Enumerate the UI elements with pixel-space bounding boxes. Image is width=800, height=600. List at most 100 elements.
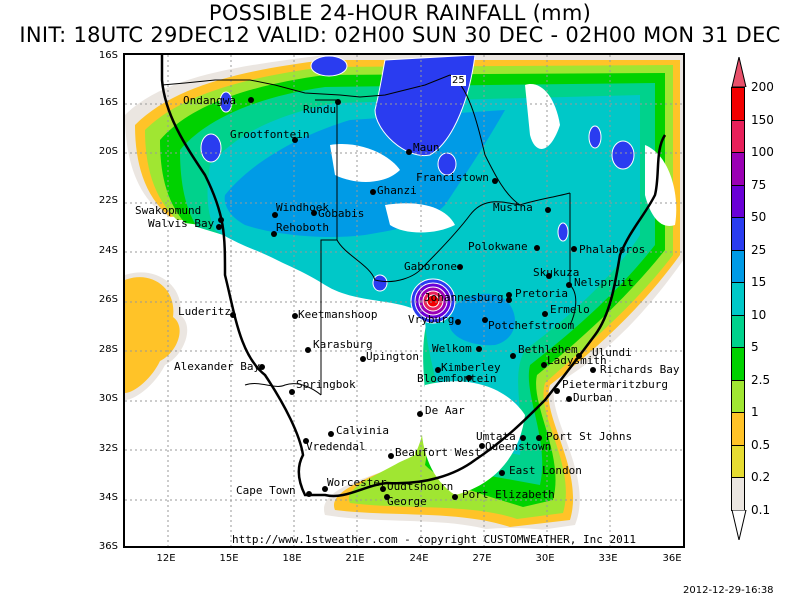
city-label: Ulundi <box>592 346 632 359</box>
city-label: Oudtshoorn <box>387 480 454 493</box>
city-marker-icon <box>546 273 552 279</box>
legend-swatch <box>731 152 745 186</box>
y-axis-label: 34S <box>98 492 118 503</box>
city-label: Ermelo <box>550 303 590 316</box>
legend-swatch <box>731 444 745 478</box>
city-marker-icon <box>452 494 458 500</box>
city-marker-icon <box>499 470 505 476</box>
city-marker-icon <box>303 438 309 444</box>
legend-swatch <box>731 217 745 251</box>
city-label: Port Elizabeth <box>462 488 555 501</box>
city-label: Bethlehem <box>518 343 578 356</box>
city-label: Queenstown <box>485 440 552 453</box>
city-marker-icon <box>380 486 386 492</box>
coastline <box>160 55 667 498</box>
city-label: East London <box>509 464 582 477</box>
legend-swatch <box>731 119 745 153</box>
city-marker-icon <box>216 224 222 230</box>
city-marker-icon <box>292 137 298 143</box>
city-marker-icon <box>476 346 482 352</box>
city-label: Grootfontein <box>230 128 310 141</box>
legend-swatch <box>731 249 745 283</box>
y-axis-label: 26S <box>98 294 118 305</box>
city-label: Vredendal <box>306 440 366 453</box>
legend-swatch <box>731 347 745 381</box>
legend-label: 2.5 <box>751 372 771 387</box>
city-label: Ghanzi <box>377 184 417 197</box>
y-axis-label: 16S <box>98 97 118 108</box>
chart-title: POSSIBLE 24-HOUR RAINFALL (mm) <box>208 1 592 25</box>
city-marker-icon <box>248 97 254 103</box>
city-label: Bloemfontein <box>417 372 497 385</box>
legend-swatch <box>731 314 745 348</box>
city-marker-icon <box>218 217 224 223</box>
city-marker-icon <box>322 486 328 492</box>
legend-label: 100 <box>751 145 774 159</box>
city-marker-icon <box>406 149 412 155</box>
city-marker-icon <box>230 312 236 318</box>
city-marker-icon <box>271 231 277 237</box>
legend-min-arrow-icon <box>731 510 747 540</box>
city-label: Karasburg <box>313 338 373 351</box>
city-label: Rundu <box>303 103 337 116</box>
legend-max-arrow-icon <box>731 57 747 87</box>
city-label: Pietermaritzburg <box>562 378 668 391</box>
x-axis-label: 33E <box>598 553 618 564</box>
legend-label: 75 <box>751 177 767 192</box>
city-label: Polokwane <box>468 240 528 253</box>
city-marker-icon <box>435 367 441 373</box>
city-label: Durban <box>573 391 613 404</box>
city-marker-icon <box>457 264 463 270</box>
legend-swatch <box>731 184 745 218</box>
city-label: Luderitz <box>178 305 231 318</box>
y-axis-label: 36S <box>98 541 118 552</box>
city-label: Keetmanshoop <box>298 308 378 321</box>
legend-label: 0.2 <box>751 470 771 484</box>
city-label: Potchefstroom <box>488 319 575 332</box>
legend-label: 0.5 <box>751 437 771 452</box>
city-marker-icon <box>566 282 572 288</box>
city-marker-icon <box>554 388 560 394</box>
city-label: Phalaboros <box>579 243 646 256</box>
y-axis-label: 28S <box>98 344 118 355</box>
city-label: Skukuza <box>533 266 580 279</box>
city-label: Maun <box>413 141 440 154</box>
city-label: Gaborone <box>404 260 457 273</box>
city-label: Alexander Bay <box>174 360 261 373</box>
legend-label: 150 <box>751 112 774 127</box>
x-axis-label: 21E <box>345 553 365 564</box>
legend-label: 15 <box>751 275 767 289</box>
y-axis-label: 32S <box>98 443 118 454</box>
city-label: Kimberley <box>441 361 501 374</box>
city-label: Port St Johns <box>546 430 633 443</box>
x-axis-label: 24E <box>409 553 429 564</box>
legend-label: 10 <box>751 307 767 322</box>
city-marker-icon <box>289 389 295 395</box>
city-label: Welkom <box>432 342 472 355</box>
city-label: De Aar <box>425 404 465 417</box>
x-axis-label: 18E <box>282 553 302 564</box>
city-label: Umtata <box>476 430 516 443</box>
city-label: Springbok <box>296 378 356 391</box>
generated-timestamp: 2012-12-29-16:38 <box>683 585 774 596</box>
city-label: Ondangwa <box>183 94 236 107</box>
x-axis-label: 15E <box>219 553 239 564</box>
validity-subtitle: INIT: 18UTC 29DEC12 VALID: 02H00 SUN 30 … <box>19 23 781 47</box>
city-label: Cape Town <box>236 484 296 497</box>
city-marker-icon <box>545 207 551 213</box>
x-axis-label: 36E <box>662 553 682 564</box>
city-marker-icon <box>335 99 341 105</box>
city-label: Musina <box>493 201 533 214</box>
city-label: George <box>387 495 427 508</box>
city-marker-icon <box>479 443 485 449</box>
legend-label: 0.1 <box>751 502 771 517</box>
city-marker-icon <box>482 317 488 323</box>
legend-swatch <box>731 282 745 316</box>
city-label: Walvis Bay <box>148 217 215 230</box>
legend-swatch <box>731 87 745 121</box>
copyright-credit: http://www.1stweather.com - copyright CU… <box>232 533 636 546</box>
city-label: Richards Bay <box>600 363 680 376</box>
city-label: Calvinia <box>336 424 389 437</box>
city-marker-icon <box>542 311 548 317</box>
city-marker-icon <box>306 491 312 497</box>
